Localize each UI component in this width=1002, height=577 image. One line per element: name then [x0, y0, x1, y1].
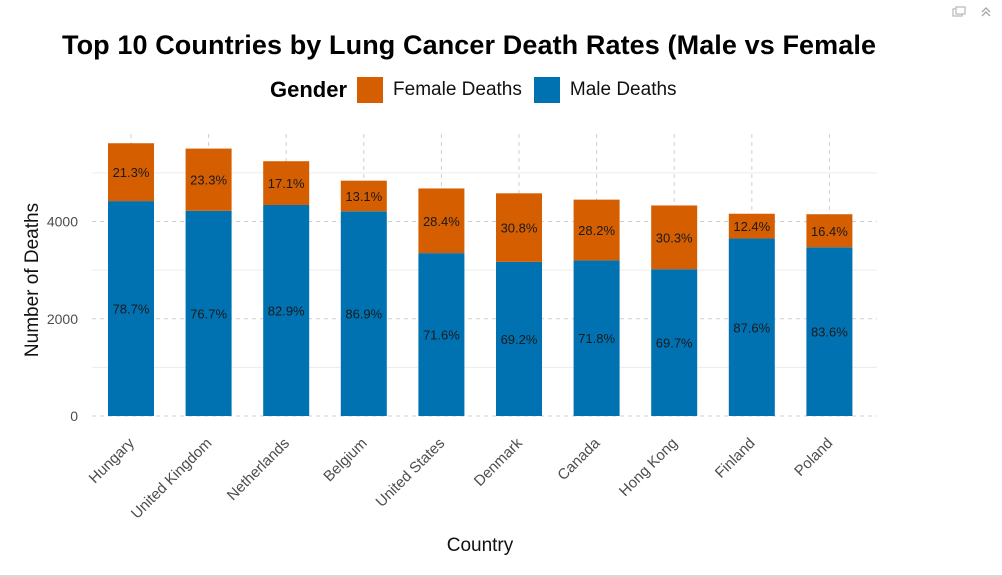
- data-label-male: 83.6%: [811, 325, 848, 340]
- data-label-female: 28.4%: [423, 214, 460, 229]
- data-label-male: 86.9%: [345, 307, 382, 322]
- bar-female-deaths: [108, 143, 154, 202]
- bar-female-deaths: [185, 148, 232, 211]
- bar-male-deaths: [418, 253, 465, 416]
- window-controls: [952, 6, 992, 18]
- bar-female-deaths: [651, 205, 698, 270]
- x-tick-label: United Kingdom: [128, 435, 215, 522]
- bar-male-deaths: [263, 204, 310, 416]
- bar-male-deaths: [728, 238, 775, 416]
- data-label-male: 69.7%: [656, 336, 693, 351]
- y-axis-title: Number of Deaths: [22, 203, 43, 357]
- data-label-female: 30.3%: [656, 230, 693, 245]
- data-label-female: 30.8%: [501, 221, 538, 236]
- data-label-male: 71.6%: [423, 328, 460, 343]
- data-label-male: 69.2%: [501, 332, 538, 347]
- legend-item-male: Male Deaths: [533, 77, 677, 103]
- data-label-male: 82.9%: [268, 303, 305, 318]
- data-label-female: 12.4%: [733, 219, 770, 234]
- data-label-female: 17.1%: [268, 176, 305, 191]
- data-label-male: 71.8%: [578, 331, 615, 346]
- legend-swatch-male: [533, 77, 560, 103]
- chart-title-area: Top 10 Countries by Lung Cancer Death Ra…: [0, 28, 886, 68]
- bar-female-deaths: [418, 188, 465, 254]
- x-tick-label: Canada: [554, 434, 604, 484]
- legend-title: Gender: [270, 77, 348, 102]
- bar-male-deaths: [651, 269, 698, 416]
- bar-female-deaths: [806, 214, 853, 248]
- x-tick-label: Denmark: [471, 434, 526, 489]
- legend-label-female: Female Deaths: [393, 79, 522, 100]
- bar-female-deaths: [573, 199, 620, 261]
- legend-label-male: Male Deaths: [569, 79, 677, 100]
- x-tick-label: Netherlands: [224, 435, 293, 504]
- panel-bottom-border: [0, 575, 1002, 577]
- legend-swatch-female: [357, 77, 384, 103]
- x-tick-label: Belgium: [320, 435, 370, 485]
- y-tick-label: 4000: [47, 214, 78, 230]
- x-tick-label: United States: [373, 435, 449, 511]
- x-axis-title: Country: [447, 535, 514, 556]
- bar-male-deaths: [108, 201, 154, 416]
- data-label-female: 13.1%: [345, 189, 382, 204]
- data-label-female: 23.3%: [190, 173, 227, 188]
- y-tick-label: 0: [70, 408, 78, 424]
- x-tick-label: Finland: [712, 435, 759, 482]
- data-label-female: 28.2%: [578, 223, 615, 238]
- bar-male-deaths: [573, 260, 620, 416]
- bar-male-deaths: [806, 247, 853, 416]
- x-tick-label: Hong Kong: [616, 435, 681, 500]
- bar-female-deaths: [340, 180, 387, 212]
- bar-male-deaths: [496, 261, 542, 416]
- popout-icon[interactable]: [952, 6, 966, 18]
- bar-female-deaths: [263, 161, 310, 205]
- data-label-male: 76.7%: [190, 306, 227, 321]
- legend: Gender Female Deaths Male Deaths: [270, 77, 689, 103]
- bar-female-deaths: [728, 213, 775, 239]
- data-label-male: 78.7%: [113, 302, 150, 317]
- bar-male-deaths: [340, 211, 387, 416]
- legend-item-female: Female Deaths: [357, 77, 522, 103]
- chart-title: Top 10 Countries by Lung Cancer Death Ra…: [62, 30, 877, 60]
- x-tick-label: Hungary: [86, 434, 138, 486]
- data-label-female: 21.3%: [113, 165, 150, 180]
- x-tick-label: Poland: [791, 435, 836, 480]
- bar-male-deaths: [185, 210, 232, 416]
- data-label-female: 16.4%: [811, 224, 848, 239]
- y-tick-label: 2000: [47, 311, 78, 327]
- collapse-icon[interactable]: [980, 6, 992, 18]
- data-label-male: 87.6%: [733, 320, 770, 335]
- bar-female-deaths: [496, 193, 542, 262]
